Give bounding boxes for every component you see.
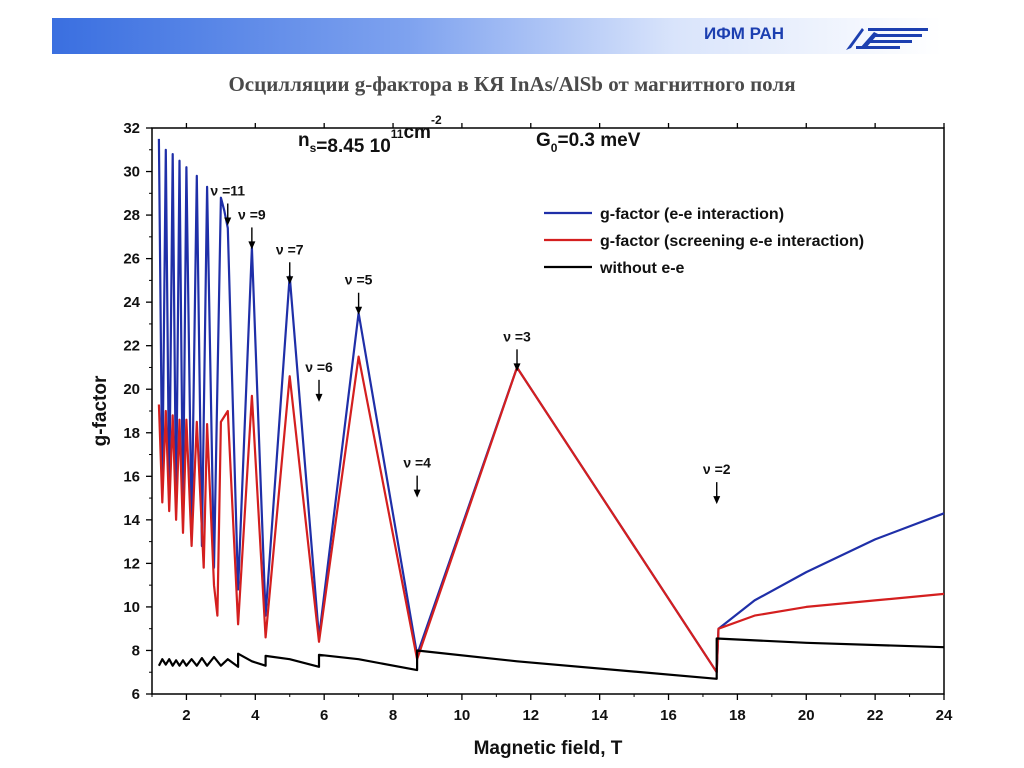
legend-label-2: g-factor (screening e-e interaction) xyxy=(600,233,864,250)
x-tick-label: 10 xyxy=(454,707,471,724)
x-tick-label: 18 xyxy=(729,707,746,724)
y-axis-title: g-factor xyxy=(90,375,111,446)
y-tick-label: 26 xyxy=(123,251,140,268)
x-tick-label: 8 xyxy=(389,707,397,724)
x-tick-label: 4 xyxy=(251,707,260,724)
y-tick-label: 6 xyxy=(132,686,140,703)
filling-factor-label: ν =2 xyxy=(703,461,731,477)
arrow-head-icon xyxy=(355,306,363,315)
y-tick-label: 14 xyxy=(123,512,140,529)
x-tick-label: 14 xyxy=(591,707,608,724)
y-tick-label: 30 xyxy=(123,164,140,181)
y-tick-label: 10 xyxy=(123,599,140,616)
header-bar xyxy=(52,18,942,54)
institute-logo-icon xyxy=(846,28,928,50)
x-tick-label: 24 xyxy=(936,707,953,724)
series-line-2 xyxy=(157,355,945,674)
x-tick-label: 12 xyxy=(522,707,539,724)
arrow-head-icon xyxy=(413,489,421,498)
x-axis-title: Magnetic field, T xyxy=(474,738,623,759)
density-annotation: ns=8.45 1011cm-2 xyxy=(298,113,442,157)
slide-title: Осцилляции g-фактора в КЯ InAs/AlSb от м… xyxy=(228,72,796,96)
legend-label-3: without e-e xyxy=(599,260,685,277)
series-line-3 xyxy=(157,637,945,680)
x-tick-label: 2 xyxy=(182,707,190,724)
x-tick-label: 6 xyxy=(320,707,328,724)
arrow-head-icon xyxy=(315,393,323,402)
filling-factor-label: ν =6 xyxy=(305,359,333,375)
arrow-head-icon xyxy=(713,496,721,505)
gamma-annotation: G0=0.3 meV xyxy=(536,130,641,155)
g-factor-chart: 2 4 6 8 10 12 14 16 18 20 22 2468101214161820222426… xyxy=(90,113,953,759)
arrow-head-icon xyxy=(224,217,232,226)
arrow-head-icon xyxy=(248,241,256,250)
arrow-head-icon xyxy=(513,363,521,372)
legend-label-1: g-factor (e-e interaction) xyxy=(600,206,784,223)
x-tick-label: 16 xyxy=(660,707,677,724)
y-tick-label: 22 xyxy=(123,338,140,355)
y-tick-label: 24 xyxy=(123,294,140,311)
y-tick-label: 16 xyxy=(123,468,140,485)
y-tick-label: 20 xyxy=(123,381,140,398)
y-tick-label: 12 xyxy=(123,555,140,572)
filling-factor-label: ν =11 xyxy=(210,182,245,198)
filling-factor-label: ν =9 xyxy=(238,206,266,222)
y-tick-label: 32 xyxy=(123,120,140,137)
y-tick-label: 8 xyxy=(132,642,140,659)
y-tick-label: 18 xyxy=(123,425,140,442)
filling-factor-label: ν =4 xyxy=(403,455,431,471)
org-label: ИФМ РАН xyxy=(704,24,785,43)
y-tick-label: 28 xyxy=(123,207,140,224)
x-tick-label: 20 xyxy=(798,707,815,724)
filling-factor-label: ν =5 xyxy=(345,272,373,288)
series-line-1 xyxy=(157,138,945,674)
filling-factor-label: ν =3 xyxy=(503,328,531,344)
x-tick-label: 22 xyxy=(867,707,884,724)
arrow-head-icon xyxy=(286,276,294,285)
filling-factor-label: ν =7 xyxy=(276,241,304,257)
